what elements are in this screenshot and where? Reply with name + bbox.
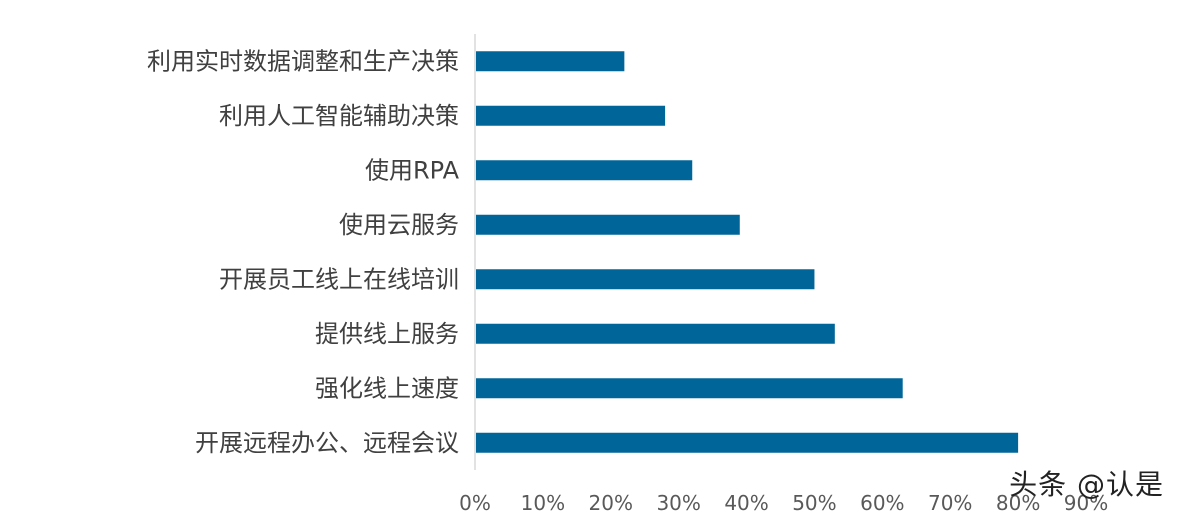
category-label-2: 使用RPA [365,156,460,184]
x-tick-label-0: 0% [459,491,491,515]
category-label-6: 强化线上速度 [315,374,459,402]
category-label-4: 开展员工线上在线培训 [219,265,459,293]
bar-0 [476,51,625,72]
category-label-0: 利用实时数据调整和生产决策 [147,47,459,75]
bar-4 [476,269,815,290]
bar-3 [476,214,740,235]
x-tick-label-8: 80% [996,491,1040,515]
category-label-3: 使用云服务 [339,211,459,239]
bar-1 [476,105,666,126]
bar-2 [476,160,693,181]
bar-7 [476,432,1019,453]
x-tick-label-6: 60% [860,491,904,515]
x-tick-label-7: 70% [928,491,972,515]
x-tick-label-2: 20% [589,491,633,515]
bar-5 [476,323,835,344]
bars-group [476,51,1019,453]
x-tick-label-9: 90% [1064,491,1108,515]
x-tick-labels-group: 0% 10% 20% 30% 40% 50% 60% 70% 80% 90% [459,491,1108,515]
x-tick-label-1: 10% [521,491,565,515]
x-tick-label-5: 50% [792,491,836,515]
x-tick-label-3: 30% [656,491,700,515]
category-label-5: 提供线上服务 [315,320,459,348]
category-label-1: 利用人工智能辅助决策 [219,102,459,130]
bar-6 [476,378,903,399]
category-label-7: 开展远程办公、远程会议 [195,429,459,457]
x-tick-label-4: 40% [724,491,768,515]
watermark-text: 头条 @认是 [1009,468,1164,501]
